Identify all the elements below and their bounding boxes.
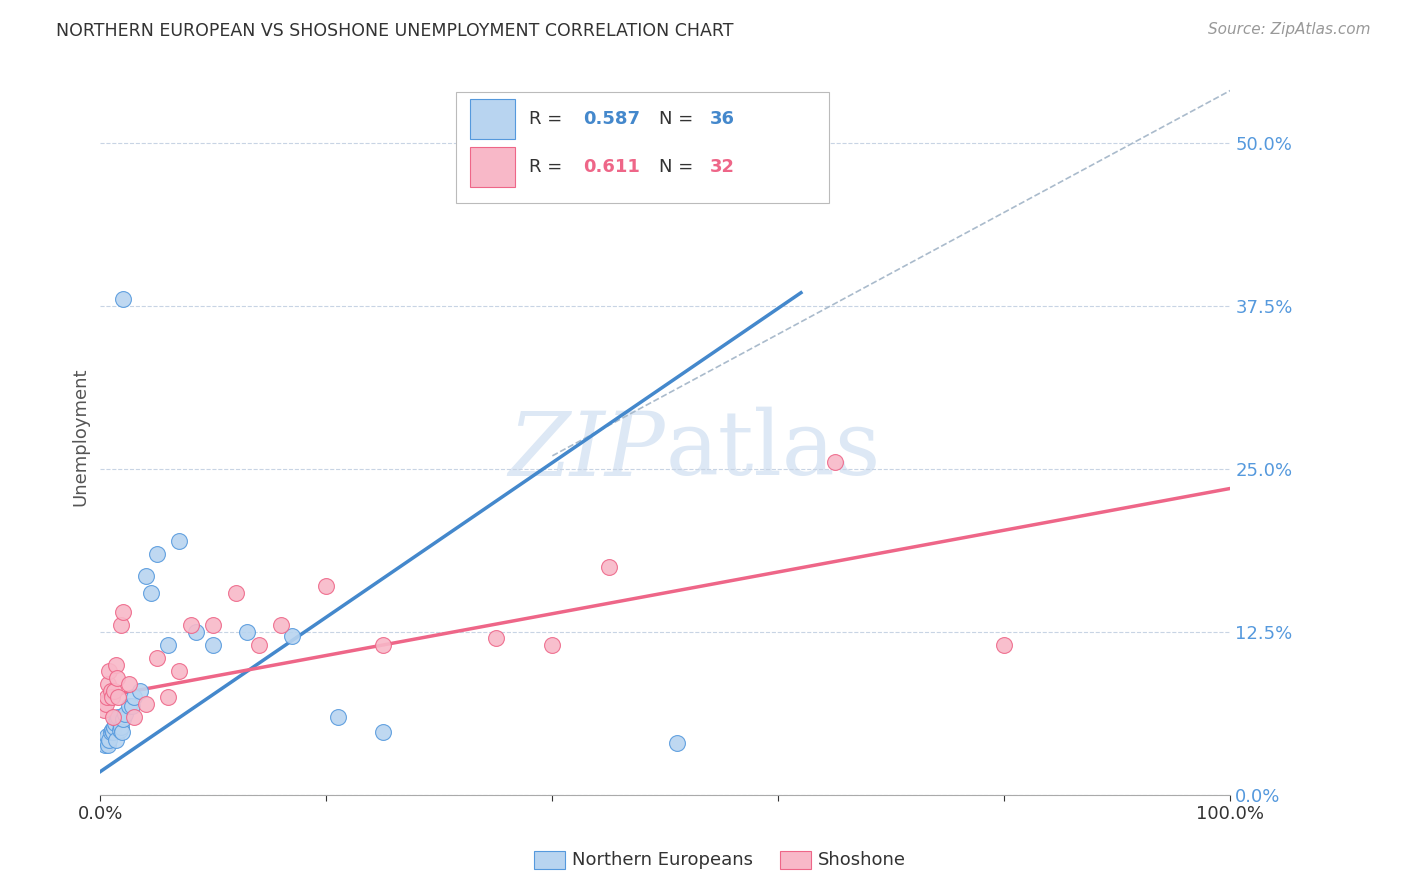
Point bbox=[100, 723, 122, 737]
Point bbox=[541, 638, 564, 652]
FancyBboxPatch shape bbox=[470, 99, 515, 139]
Point bbox=[824, 455, 846, 469]
Point bbox=[315, 579, 337, 593]
Point bbox=[101, 725, 124, 739]
Point bbox=[100, 690, 122, 705]
Point bbox=[122, 690, 145, 705]
Point bbox=[135, 569, 157, 583]
Text: 36: 36 bbox=[710, 110, 734, 128]
Point bbox=[270, 618, 292, 632]
Point bbox=[105, 671, 128, 685]
Point bbox=[111, 292, 134, 306]
Point bbox=[122, 710, 145, 724]
Point bbox=[117, 677, 139, 691]
FancyBboxPatch shape bbox=[470, 147, 515, 187]
Point bbox=[104, 716, 127, 731]
Point bbox=[129, 683, 152, 698]
Point bbox=[186, 624, 208, 639]
Point bbox=[103, 683, 125, 698]
Point bbox=[485, 632, 508, 646]
Point bbox=[114, 707, 136, 722]
Point bbox=[97, 677, 120, 691]
Text: 0.587: 0.587 bbox=[583, 110, 640, 128]
Point bbox=[665, 736, 688, 750]
Point bbox=[326, 710, 349, 724]
Point bbox=[105, 733, 128, 747]
Point bbox=[141, 586, 163, 600]
Point bbox=[93, 703, 115, 717]
Text: Source: ZipAtlas.com: Source: ZipAtlas.com bbox=[1208, 22, 1371, 37]
Point bbox=[98, 664, 121, 678]
Point bbox=[97, 739, 120, 753]
Point bbox=[146, 547, 169, 561]
Point bbox=[94, 697, 117, 711]
Text: R =: R = bbox=[529, 110, 568, 128]
Point bbox=[371, 638, 394, 652]
Point bbox=[169, 533, 191, 548]
Point bbox=[202, 638, 225, 652]
Point bbox=[107, 690, 129, 705]
Text: Shoshone: Shoshone bbox=[818, 851, 907, 869]
Point bbox=[157, 690, 180, 705]
Point bbox=[96, 730, 118, 744]
Text: Northern Europeans: Northern Europeans bbox=[572, 851, 754, 869]
Point bbox=[371, 725, 394, 739]
Point bbox=[236, 624, 259, 639]
Point bbox=[117, 699, 139, 714]
Point bbox=[103, 720, 125, 734]
Text: 32: 32 bbox=[710, 158, 734, 176]
Point bbox=[247, 638, 270, 652]
FancyBboxPatch shape bbox=[457, 92, 830, 203]
Text: atlas: atlas bbox=[665, 407, 880, 494]
Point bbox=[93, 736, 115, 750]
Point bbox=[135, 697, 157, 711]
Point bbox=[180, 618, 202, 632]
Point bbox=[101, 710, 124, 724]
Point bbox=[281, 629, 304, 643]
Point bbox=[94, 733, 117, 747]
Text: NORTHERN EUROPEAN VS SHOSHONE UNEMPLOYMENT CORRELATION CHART: NORTHERN EUROPEAN VS SHOSHONE UNEMPLOYME… bbox=[56, 22, 734, 40]
Text: R =: R = bbox=[529, 158, 574, 176]
Text: 0.611: 0.611 bbox=[583, 158, 640, 176]
Point bbox=[110, 618, 132, 632]
Point bbox=[202, 618, 225, 632]
Point bbox=[100, 725, 122, 739]
Text: N =: N = bbox=[658, 110, 699, 128]
Point bbox=[98, 733, 121, 747]
Point bbox=[100, 683, 122, 698]
Point bbox=[598, 559, 620, 574]
Point bbox=[225, 586, 247, 600]
Point bbox=[108, 723, 131, 737]
Point bbox=[121, 699, 143, 714]
Point bbox=[111, 725, 134, 739]
Point bbox=[111, 712, 134, 726]
Point bbox=[111, 606, 134, 620]
Point bbox=[993, 638, 1015, 652]
Point bbox=[105, 657, 128, 672]
Point bbox=[94, 739, 117, 753]
Point bbox=[96, 690, 118, 705]
Text: ZIP: ZIP bbox=[509, 407, 665, 494]
Point bbox=[105, 712, 128, 726]
Point bbox=[146, 651, 169, 665]
Y-axis label: Unemployment: Unemployment bbox=[72, 367, 89, 506]
Point bbox=[157, 638, 180, 652]
Text: N =: N = bbox=[658, 158, 699, 176]
Point bbox=[169, 664, 191, 678]
Point bbox=[107, 710, 129, 724]
Point bbox=[110, 720, 132, 734]
